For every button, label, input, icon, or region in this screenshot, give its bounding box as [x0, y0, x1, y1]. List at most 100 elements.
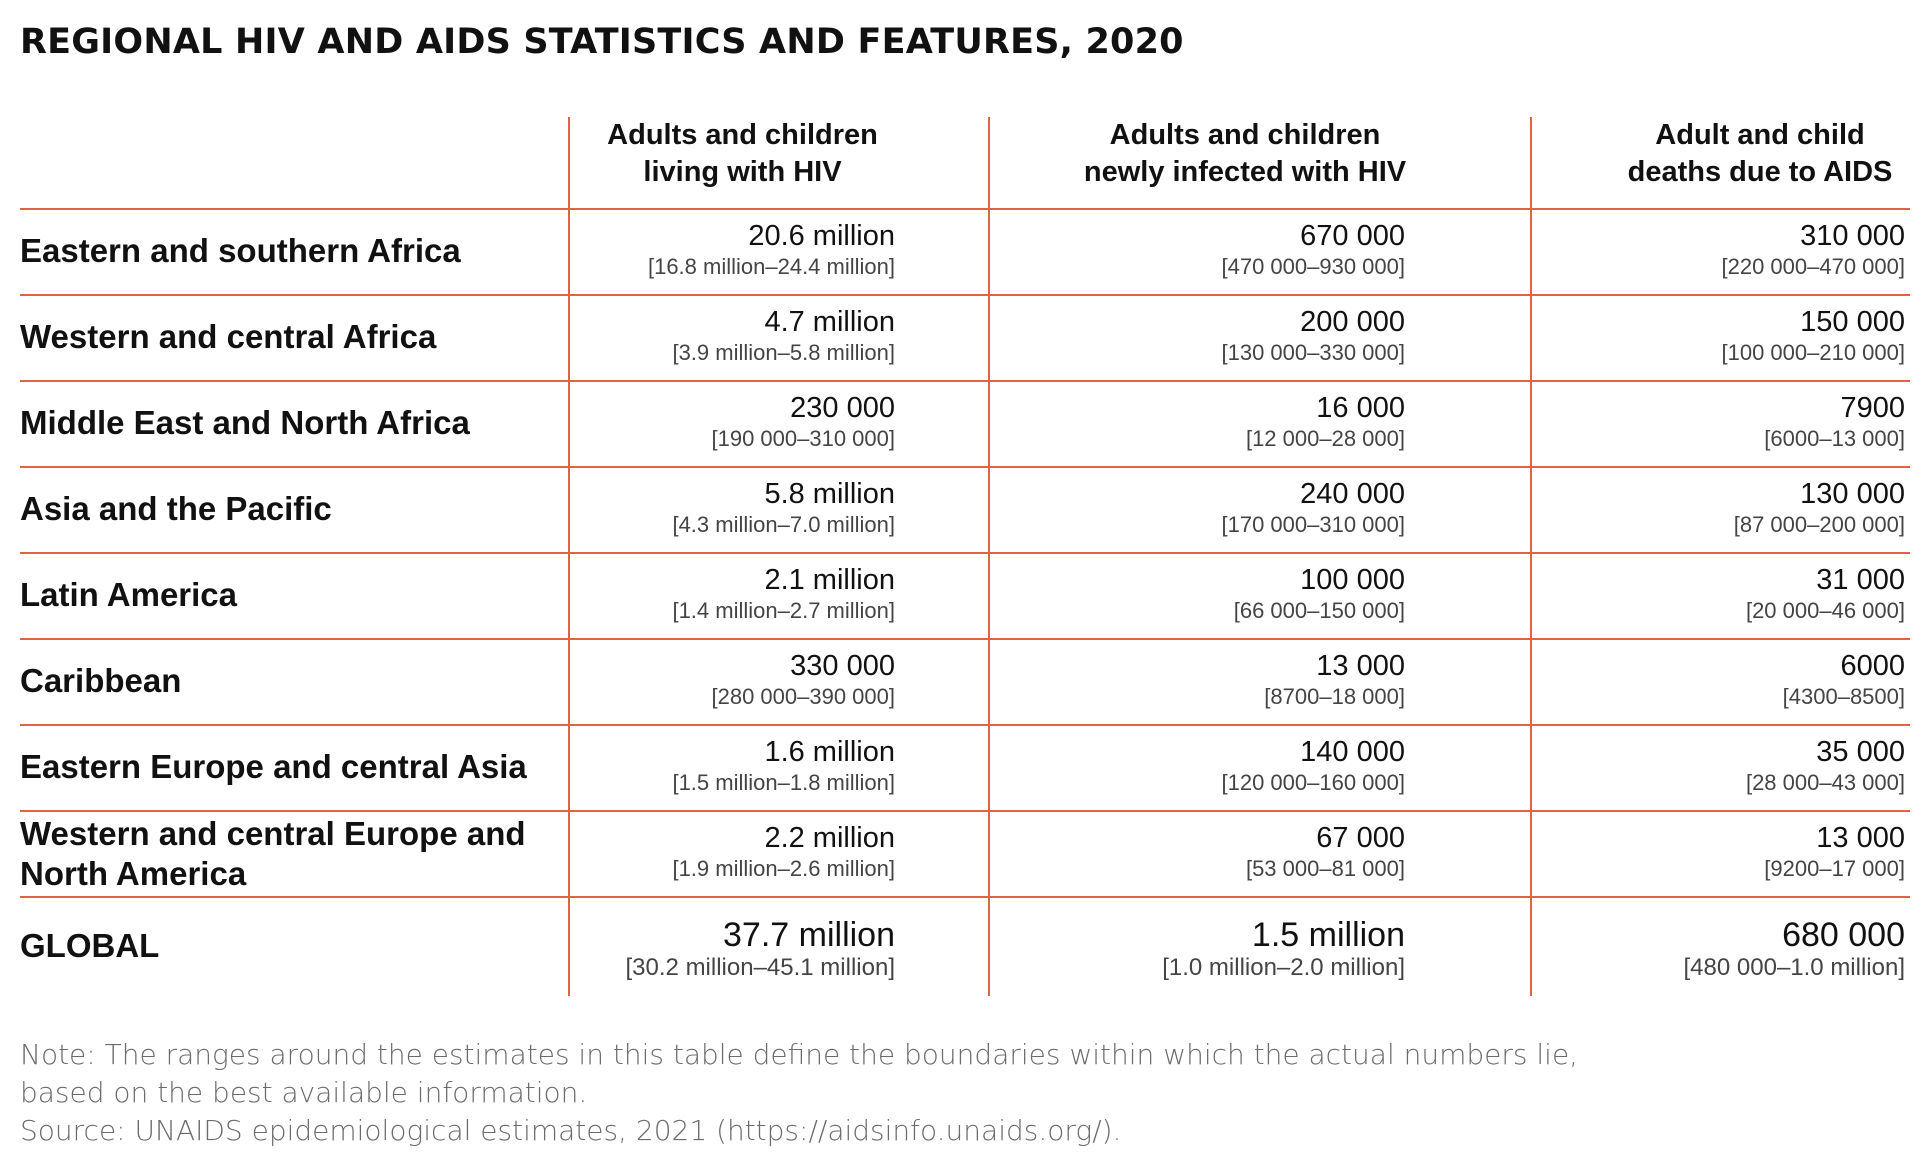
row-label: Western and central Africa [20, 318, 437, 355]
row-divider [20, 466, 1910, 468]
column-header-line: living with HIV [643, 156, 842, 188]
estimate-value: 67 000 [1316, 822, 1405, 854]
estimate-value: 240 000 [1300, 478, 1405, 510]
estimate-value: 330 000 [790, 650, 895, 682]
estimate-range: [3.9 million–5.8 million] [672, 340, 895, 365]
row-label-line: North America [20, 855, 247, 892]
estimate-range: [20 000–46 000] [1745, 598, 1905, 623]
column-header-line: Adults and children [607, 119, 878, 151]
row-label: Middle East and North Africa [20, 404, 470, 441]
row-divider [20, 380, 1910, 382]
estimate-range: [220 000–470 000] [1721, 254, 1905, 279]
table-notes: Note: The ranges around the estimates in… [20, 1036, 1578, 1150]
row-divider [20, 810, 1910, 812]
table-cell: 4.7 million [3.9 million–5.8 million] [475, 305, 895, 366]
estimate-range: [130 000–330 000] [1221, 340, 1405, 365]
estimate-range: [8700–18 000] [1264, 684, 1405, 709]
estimate-value: 6000 [1840, 650, 1905, 682]
estimate-value: 1.6 million [764, 736, 895, 768]
table-cell: 140 000 [120 000–160 000] [985, 735, 1405, 796]
estimate-range: [9200–17 000] [1764, 856, 1905, 881]
table-cell: 5.8 million [4.3 million–7.0 million] [475, 477, 895, 538]
table-cell: 7900 [6000–13 000] [1485, 391, 1905, 452]
table-cell: 35 000 [28 000–43 000] [1485, 735, 1905, 796]
column-divider [1530, 117, 1532, 996]
table-cell: 2.2 million [1.9 million–2.6 million] [475, 821, 895, 882]
note-line: based on the best available information. [20, 1076, 588, 1109]
global-cell: 37.7 million [30.2 million–45.1 million] [475, 916, 895, 982]
estimate-value: 100 000 [1300, 564, 1405, 596]
column-header-line: deaths due to AIDS [1627, 156, 1893, 188]
estimate-range: [28 000–43 000] [1745, 770, 1905, 795]
table-cell: 20.6 million [16.8 million–24.4 million] [475, 219, 895, 280]
column-header-new-infections: Adults and children newly infected with … [990, 117, 1500, 191]
table-cell: 240 000 [170 000–310 000] [985, 477, 1405, 538]
table-cell: 230 000 [190 000–310 000] [475, 391, 895, 452]
estimate-value: 140 000 [1300, 736, 1405, 768]
estimate-range: [1.5 million–1.8 million] [672, 770, 895, 795]
estimate-range: [87 000–200 000] [1733, 512, 1905, 537]
row-divider [20, 638, 1910, 640]
table-cell: 13 000 [9200–17 000] [1485, 821, 1905, 882]
table-cell: 100 000 [66 000–150 000] [985, 563, 1405, 624]
estimate-range: [190 000–310 000] [711, 426, 895, 451]
estimate-range: [12 000–28 000] [1245, 426, 1405, 451]
global-cell: 680 000 [480 000–1.0 million] [1485, 916, 1905, 982]
estimate-value: 16 000 [1316, 392, 1405, 424]
table-cell: 67 000 [53 000–81 000] [985, 821, 1405, 882]
estimate-value: 7900 [1840, 392, 1905, 424]
row-divider [20, 896, 1910, 898]
row-label: Eastern Europe and central Asia [20, 748, 527, 785]
row-divider [20, 724, 1910, 726]
estimate-value: 2.2 million [764, 822, 895, 854]
column-header-line: Adults and children [1109, 119, 1381, 151]
estimate-value: 2.1 million [764, 564, 895, 596]
estimate-value: 31 000 [1816, 564, 1905, 596]
column-header-line: Adult and child [1655, 119, 1865, 151]
estimate-range: [480 000–1.0 million] [1683, 954, 1905, 981]
column-header-line: newly infected with HIV [1083, 156, 1407, 188]
column-header-deaths: Adult and child deaths due to AIDS [1610, 117, 1910, 191]
estimate-range: [1.0 million–2.0 million] [1162, 954, 1405, 981]
estimate-value: 150 000 [1800, 306, 1905, 338]
estimate-value: 230 000 [790, 392, 895, 424]
table-cell: 16 000 [12 000–28 000] [985, 391, 1405, 452]
estimate-value: 37.7 million [723, 916, 895, 954]
row-label: Latin America [20, 576, 238, 613]
estimate-range: [280 000–390 000] [711, 684, 895, 709]
estimate-value: 13 000 [1816, 822, 1905, 854]
row-label: Asia and the Pacific [20, 490, 332, 527]
table-cell: 130 000 [87 000–200 000] [1485, 477, 1905, 538]
estimate-range: [30.2 million–45.1 million] [625, 954, 895, 981]
table-cell: 310 000 [220 000–470 000] [1485, 219, 1905, 280]
estimate-range: [120 000–160 000] [1221, 770, 1405, 795]
row-divider [20, 552, 1910, 554]
estimate-range: [1.9 million–2.6 million] [672, 856, 895, 881]
estimate-range: [6000–13 000] [1764, 426, 1905, 451]
estimate-range: [66 000–150 000] [1233, 598, 1405, 623]
table-cell: 6000 [4300–8500] [1485, 649, 1905, 710]
table-cell: 200 000 [130 000–330 000] [985, 305, 1405, 366]
estimate-range: [4.3 million–7.0 million] [672, 512, 895, 537]
estimate-range: [16.8 million–24.4 million] [647, 254, 895, 279]
estimate-range: [1.4 million–2.7 million] [672, 598, 895, 623]
row-divider [20, 208, 1910, 210]
row-label: Caribbean [20, 662, 182, 699]
row-divider [20, 294, 1910, 296]
estimate-range: [170 000–310 000] [1221, 512, 1405, 537]
page-title: REGIONAL HIV AND AIDS STATISTICS AND FEA… [20, 22, 1184, 62]
column-divider [988, 117, 990, 996]
estimate-value: 35 000 [1816, 736, 1905, 768]
table-cell: 330 000 [280 000–390 000] [475, 649, 895, 710]
estimate-value: 130 000 [1800, 478, 1905, 510]
column-header-living: Adults and children living with HIV [570, 117, 915, 191]
estimate-value: 310 000 [1800, 220, 1905, 252]
estimate-value: 5.8 million [764, 478, 895, 510]
estimate-value: 20.6 million [748, 220, 895, 252]
estimate-value: 670 000 [1300, 220, 1405, 252]
global-row-label: GLOBAL [20, 927, 160, 964]
estimate-range: [100 000–210 000] [1721, 340, 1905, 365]
estimate-range: [4300–8500] [1782, 684, 1905, 709]
table-cell: 1.6 million [1.5 million–1.8 million] [475, 735, 895, 796]
note-line: Note: The ranges around the estimates in… [20, 1038, 1579, 1071]
